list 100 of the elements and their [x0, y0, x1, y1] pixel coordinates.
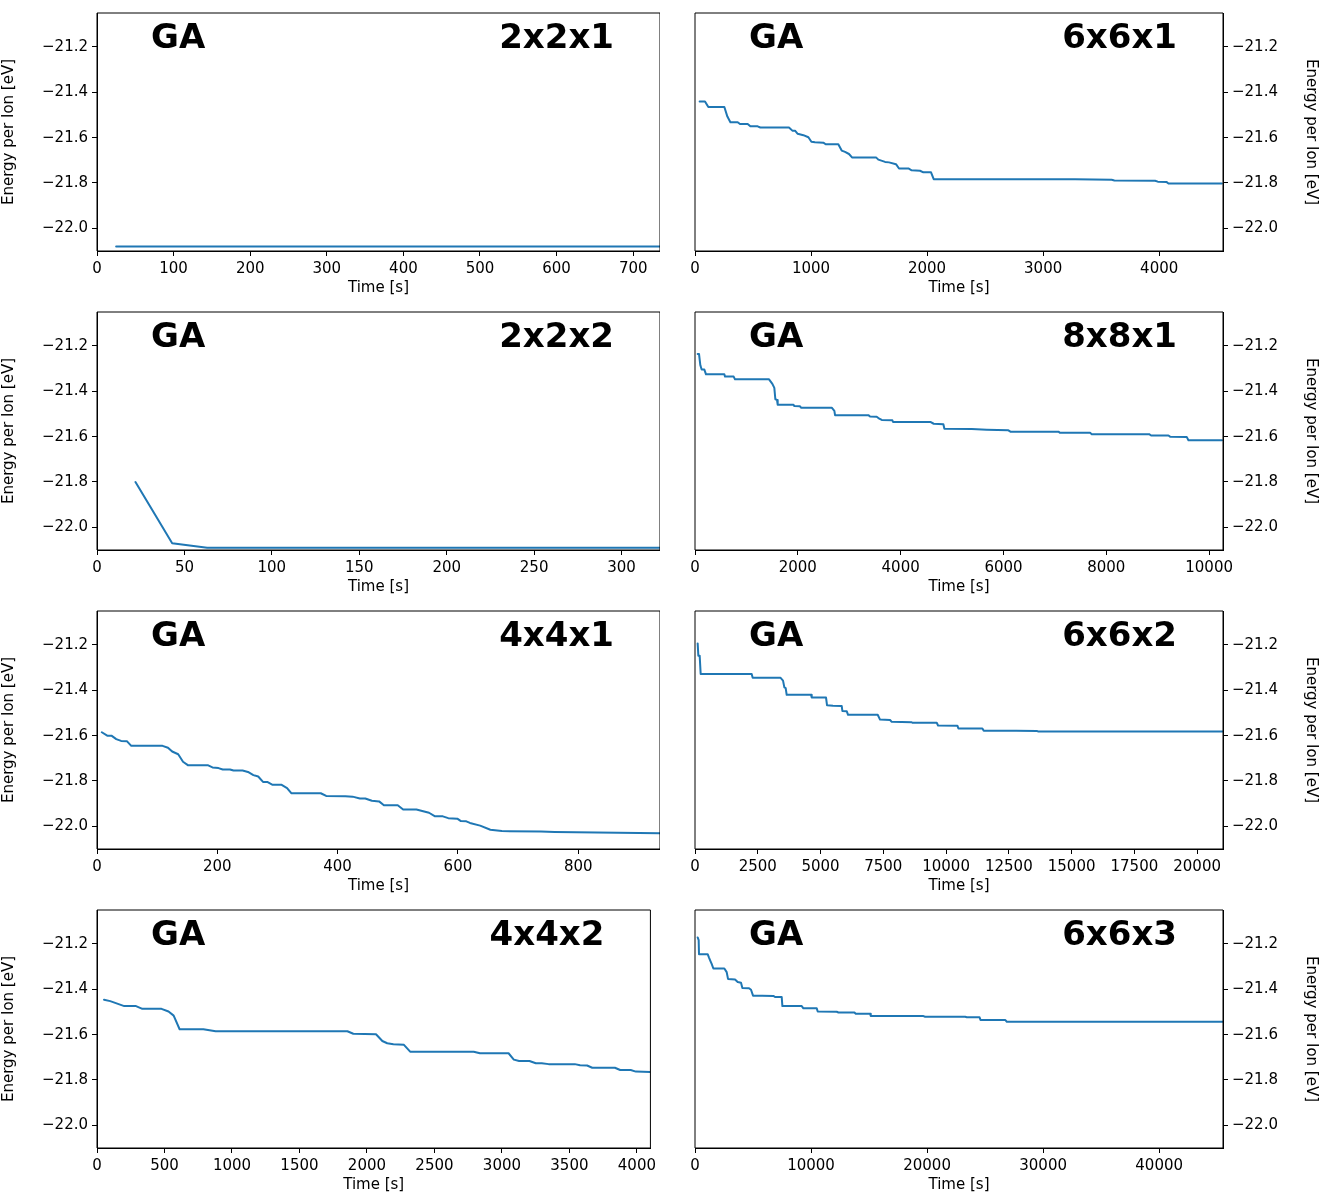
x-tick-label: 10000 [787, 1155, 835, 1174]
y-tick-label: −21.8 [42, 471, 88, 490]
x-tick-label: 400 [323, 856, 352, 875]
x-tick-label: 500 [465, 258, 495, 277]
y-tick-label: −21.8 [42, 1069, 88, 1088]
y-tick-label: −22.0 [42, 517, 88, 536]
x-tick-label: 0 [690, 856, 700, 875]
x-tick-label: 1500 [280, 1155, 319, 1174]
y-axis-title: Energy per Ion [eV] [0, 955, 17, 1103]
x-tick-label: 0 [690, 258, 700, 277]
annotation: GA [749, 315, 804, 355]
y2-axis-title: Energy per Ion [eV] [1303, 58, 1320, 206]
y-tick-label: −21.2 [42, 933, 88, 952]
x-tick-label: 0 [690, 1155, 700, 1174]
y2-tick-label: −22.0 [1232, 1115, 1278, 1134]
y2-axis-title: Energy per Ion [eV] [1303, 357, 1320, 505]
x-axis-title: Time [s] [927, 1174, 990, 1193]
x-tick-label: 3000 [482, 1155, 522, 1174]
x-tick-label: 300 [607, 557, 636, 576]
x-tick-label: 300 [312, 258, 342, 277]
x-axis-title: Time [s] [347, 277, 409, 296]
x-tick-label: 2000 [347, 1155, 387, 1174]
x-tick-label: 20000 [1173, 856, 1221, 875]
annotation: GA [749, 913, 804, 953]
annotation: 8x8x1 [1062, 315, 1177, 355]
y2-tick-label: −21.8 [1232, 471, 1278, 490]
y2-tick-label: −21.2 [1232, 933, 1278, 952]
x-tick-label: 250 [519, 557, 549, 576]
y2-tick-label: −21.8 [1232, 770, 1278, 789]
y-tick-label: −21.4 [42, 979, 88, 998]
x-tick-label: 10000 [1185, 557, 1233, 576]
x-axis-title: Time [s] [347, 875, 409, 894]
annotation: 6x6x3 [1062, 913, 1177, 953]
annotation: 4x4x1 [499, 614, 614, 654]
x-tick-label: 8000 [1087, 557, 1126, 576]
x-tick-label: 200 [432, 557, 462, 576]
y-axis-title: Energy per Ion [eV] [0, 357, 17, 505]
y2-tick-label: −21.2 [1232, 36, 1278, 55]
x-tick-label: 800 [563, 856, 593, 875]
y-axis-title: Energy per Ion [eV] [0, 58, 17, 206]
y-tick-label: −21.2 [42, 36, 88, 55]
x-tick-label: 0 [92, 856, 102, 875]
y-tick-label: −22.0 [42, 1115, 88, 1134]
x-tick-label: 400 [389, 258, 418, 277]
x-tick-label: 40000 [1135, 1155, 1184, 1174]
annotation: GA [151, 913, 206, 953]
y2-tick-label: −21.4 [1232, 680, 1278, 699]
x-tick-label: 17500 [1110, 856, 1159, 875]
annotation: 6x6x2 [1062, 614, 1177, 654]
y2-tick-label: −21.4 [1232, 381, 1278, 400]
x-tick-label: 1000 [791, 258, 831, 277]
annotation: GA [151, 315, 206, 355]
x-tick-label: 0 [92, 1155, 102, 1174]
annotation: GA [151, 614, 206, 654]
x-tick-label: 2000 [907, 258, 947, 277]
x-tick-label: 3000 [1024, 258, 1063, 277]
y-tick-label: −21.6 [42, 1024, 88, 1043]
y-tick-label: −21.2 [42, 634, 88, 653]
y-tick-label: −21.4 [42, 381, 88, 400]
x-tick-label: 4000 [881, 557, 920, 576]
annotation: 4x4x2 [489, 913, 605, 953]
x-tick-label: 3500 [550, 1155, 589, 1174]
y2-tick-label: −21.2 [1232, 335, 1278, 354]
annotation: GA [749, 614, 804, 654]
y2-tick-label: −21.8 [1232, 1069, 1278, 1088]
x-tick-label: 0 [92, 258, 102, 277]
x-tick-label: 7500 [864, 856, 903, 875]
x-tick-label: 600 [542, 258, 571, 277]
x-tick-label: 50 [174, 557, 194, 576]
x-tick-label: 2500 [738, 856, 777, 875]
y2-tick-label: −22.0 [1232, 816, 1278, 835]
y-tick-label: −21.6 [42, 426, 88, 445]
x-tick-label: 15000 [1047, 856, 1096, 875]
y-tick-label: −22.0 [42, 816, 88, 835]
x-tick-label: 100 [159, 258, 188, 277]
x-axis-title: Time [s] [927, 875, 990, 894]
y2-axis-title: Energy per Ion [eV] [1303, 656, 1320, 804]
y2-tick-label: −21.6 [1232, 426, 1278, 445]
y-tick-label: −21.4 [42, 680, 88, 699]
x-tick-label: 5000 [801, 856, 840, 875]
y-tick-label: −22.0 [42, 218, 88, 237]
annotation: 2x2x1 [499, 16, 614, 56]
x-tick-label: 0 [92, 557, 102, 576]
y2-tick-label: −21.4 [1232, 82, 1278, 101]
x-tick-label: 150 [344, 557, 374, 576]
x-tick-label: 10000 [922, 856, 970, 875]
y-tick-label: −21.6 [42, 127, 88, 146]
y-tick-label: −21.6 [42, 725, 88, 744]
x-tick-label: 20000 [903, 1155, 951, 1174]
x-tick-label: 200 [202, 856, 232, 875]
y-tick-label: −21.2 [42, 335, 88, 354]
x-tick-label: 2000 [778, 557, 817, 576]
annotation: 6x6x1 [1062, 16, 1177, 56]
x-tick-label: 30000 [1019, 1155, 1067, 1174]
annotation: GA [151, 16, 206, 56]
y-tick-label: −21.8 [42, 770, 88, 789]
y2-tick-label: −22.0 [1232, 517, 1278, 536]
y2-tick-label: −21.4 [1232, 979, 1278, 998]
y2-tick-label: −21.6 [1232, 1024, 1278, 1043]
annotation: 2x2x2 [499, 315, 614, 355]
